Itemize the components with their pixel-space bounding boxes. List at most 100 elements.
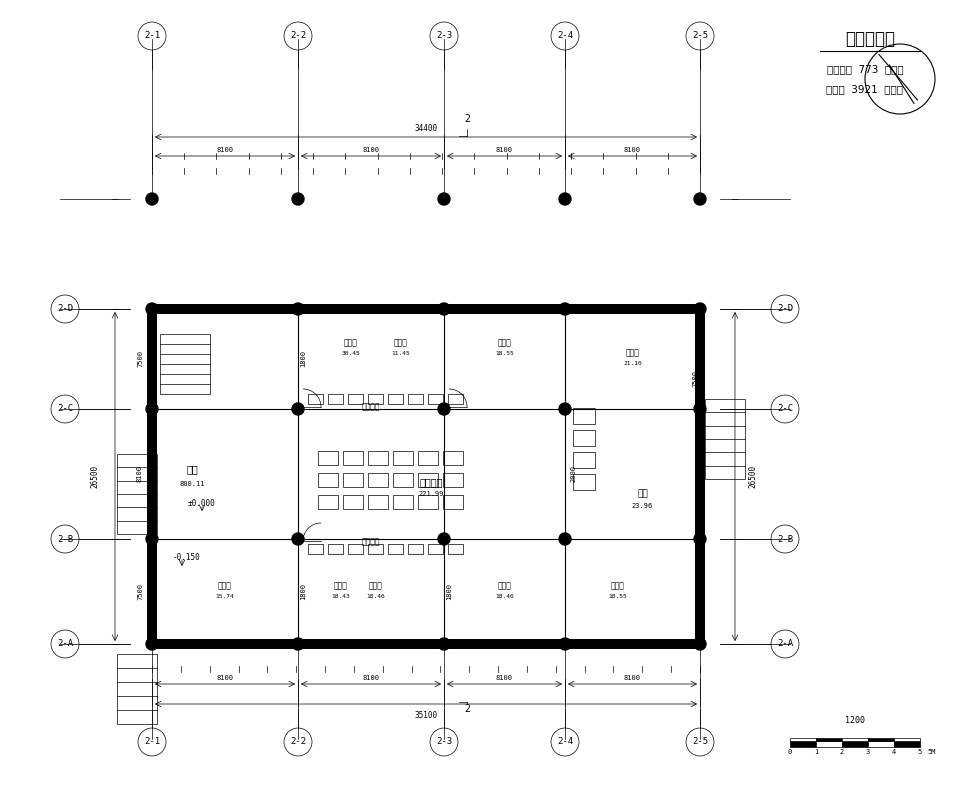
Text: 2: 2 bbox=[463, 114, 470, 124]
Text: 5M: 5M bbox=[926, 749, 935, 755]
Text: 对外窗口: 对外窗口 bbox=[361, 538, 380, 547]
Bar bbox=[448, 394, 462, 404]
Circle shape bbox=[558, 533, 571, 545]
Circle shape bbox=[693, 403, 705, 415]
Circle shape bbox=[437, 303, 450, 315]
Bar bbox=[328, 544, 343, 554]
Text: 2: 2 bbox=[463, 704, 470, 714]
Bar bbox=[393, 451, 412, 465]
Bar bbox=[867, 741, 893, 747]
Text: 21.10: 21.10 bbox=[623, 361, 641, 367]
Bar bbox=[893, 738, 919, 741]
Text: 3: 3 bbox=[865, 749, 869, 755]
Text: 业务室: 业务室 bbox=[394, 339, 407, 348]
Bar bbox=[393, 473, 412, 487]
Circle shape bbox=[146, 303, 158, 315]
Circle shape bbox=[146, 533, 158, 545]
Bar bbox=[448, 544, 462, 554]
Text: 业务室: 业务室 bbox=[610, 581, 624, 590]
Text: 过厅: 过厅 bbox=[636, 490, 647, 499]
Text: 8100: 8100 bbox=[216, 675, 234, 681]
Text: 业务室: 业务室 bbox=[333, 581, 348, 590]
Bar bbox=[789, 741, 815, 747]
Bar bbox=[789, 738, 815, 741]
Text: 18.46: 18.46 bbox=[366, 594, 385, 599]
Bar bbox=[418, 495, 437, 509]
Bar bbox=[407, 544, 423, 554]
Text: 2-A: 2-A bbox=[776, 639, 792, 649]
Bar bbox=[428, 544, 442, 554]
Bar bbox=[393, 495, 412, 509]
Bar bbox=[704, 399, 744, 479]
Text: 本层面积  773  平方米: 本层面积 773 平方米 bbox=[825, 64, 902, 74]
Bar bbox=[418, 473, 437, 487]
Bar bbox=[573, 452, 595, 468]
Circle shape bbox=[693, 533, 705, 545]
Bar bbox=[368, 451, 387, 465]
Bar bbox=[348, 394, 362, 404]
Text: 23.96: 23.96 bbox=[631, 503, 653, 509]
Bar bbox=[442, 473, 462, 487]
Text: 2-C: 2-C bbox=[57, 404, 73, 414]
Text: 18.43: 18.43 bbox=[332, 594, 350, 599]
Bar bbox=[418, 451, 437, 465]
Text: 对外窗口: 对外窗口 bbox=[361, 403, 380, 411]
Bar bbox=[368, 544, 382, 554]
Text: 2-3: 2-3 bbox=[435, 737, 452, 746]
Bar bbox=[318, 451, 337, 465]
Bar bbox=[318, 473, 337, 487]
Text: 11.45: 11.45 bbox=[391, 352, 410, 356]
Text: 业务室: 业务室 bbox=[497, 339, 511, 348]
Text: 2-4: 2-4 bbox=[556, 31, 573, 41]
Text: 2000: 2000 bbox=[570, 466, 576, 483]
Bar bbox=[368, 473, 387, 487]
Text: 221.99: 221.99 bbox=[418, 491, 444, 497]
Bar bbox=[815, 738, 841, 741]
Text: 2-4: 2-4 bbox=[556, 737, 573, 746]
Text: 2-1: 2-1 bbox=[144, 31, 160, 41]
Circle shape bbox=[292, 638, 304, 650]
Text: 1800: 1800 bbox=[446, 583, 452, 600]
Circle shape bbox=[146, 193, 158, 205]
Text: 营业大厅: 营业大厅 bbox=[419, 477, 443, 487]
Text: 4: 4 bbox=[891, 749, 896, 755]
Bar bbox=[815, 741, 841, 747]
Bar bbox=[147, 309, 157, 644]
Text: 8100: 8100 bbox=[216, 147, 234, 153]
Text: 2-B: 2-B bbox=[57, 535, 73, 543]
Text: 2-5: 2-5 bbox=[691, 737, 707, 746]
Circle shape bbox=[292, 533, 304, 545]
Bar bbox=[387, 544, 403, 554]
Text: 总面积  3921  平方米: 总面积 3921 平方米 bbox=[825, 84, 902, 94]
Text: 2-2: 2-2 bbox=[289, 737, 306, 746]
Text: 8100: 8100 bbox=[362, 675, 379, 681]
Bar bbox=[343, 451, 362, 465]
Bar bbox=[573, 474, 595, 490]
Text: 2-D: 2-D bbox=[776, 304, 792, 313]
Circle shape bbox=[693, 193, 705, 205]
Text: 2-A: 2-A bbox=[57, 639, 73, 649]
Bar bbox=[117, 454, 157, 534]
Circle shape bbox=[558, 303, 571, 315]
Text: 一层平面图: 一层平面图 bbox=[844, 30, 894, 48]
Bar bbox=[867, 738, 893, 741]
Bar bbox=[428, 394, 442, 404]
Text: 0: 0 bbox=[787, 749, 791, 755]
Circle shape bbox=[693, 303, 705, 315]
Bar bbox=[442, 495, 462, 509]
Text: ±0.000: ±0.000 bbox=[188, 499, 215, 508]
Bar bbox=[152, 304, 700, 314]
Bar bbox=[152, 639, 700, 649]
Circle shape bbox=[292, 193, 304, 205]
Circle shape bbox=[437, 638, 450, 650]
Bar bbox=[841, 741, 867, 747]
Text: 2-3: 2-3 bbox=[435, 31, 452, 41]
Text: 30.45: 30.45 bbox=[341, 352, 360, 356]
Circle shape bbox=[693, 638, 705, 650]
Bar bbox=[442, 451, 462, 465]
Text: 5: 5 bbox=[917, 749, 922, 755]
Text: 2-2: 2-2 bbox=[289, 31, 306, 41]
Text: 8100: 8100 bbox=[624, 675, 640, 681]
Bar bbox=[308, 394, 323, 404]
Bar bbox=[841, 738, 867, 741]
